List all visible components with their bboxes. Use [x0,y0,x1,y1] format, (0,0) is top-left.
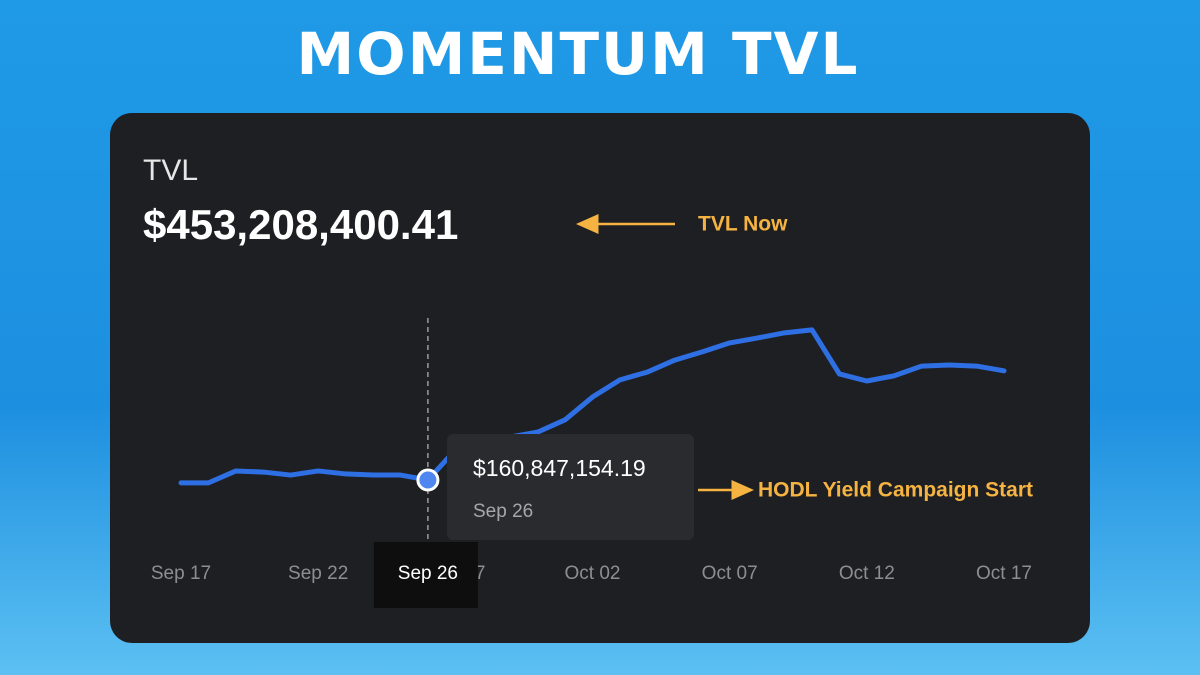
x-tick-label: Sep 22 [288,563,348,584]
date-box [373,542,478,608]
hover-point [416,468,440,492]
x-tick-label: Oct 07 [702,563,758,584]
headline-value: $453,208,400.41 [143,201,458,248]
annotation: HODL Yield Campaign Start [758,479,1033,502]
page-title: MOMENTUM TVL [297,20,860,88]
line [178,327,1007,486]
tooltip-value: $160,847,154.19 [473,455,646,481]
x-tick-label: Oct 02 [565,563,621,584]
x-tick-label: Sep 17 [151,563,211,584]
annotation: TVL Now [698,213,788,236]
x-tick-label: Oct 12 [839,563,895,584]
tooltip [447,434,694,540]
chart-label: TVL [143,154,198,187]
hover-date: Sep 26 [398,563,458,584]
tooltip-date: Sep 26 [473,501,533,522]
x-tick-label: Oct 17 [976,563,1032,584]
card [110,113,1090,643]
